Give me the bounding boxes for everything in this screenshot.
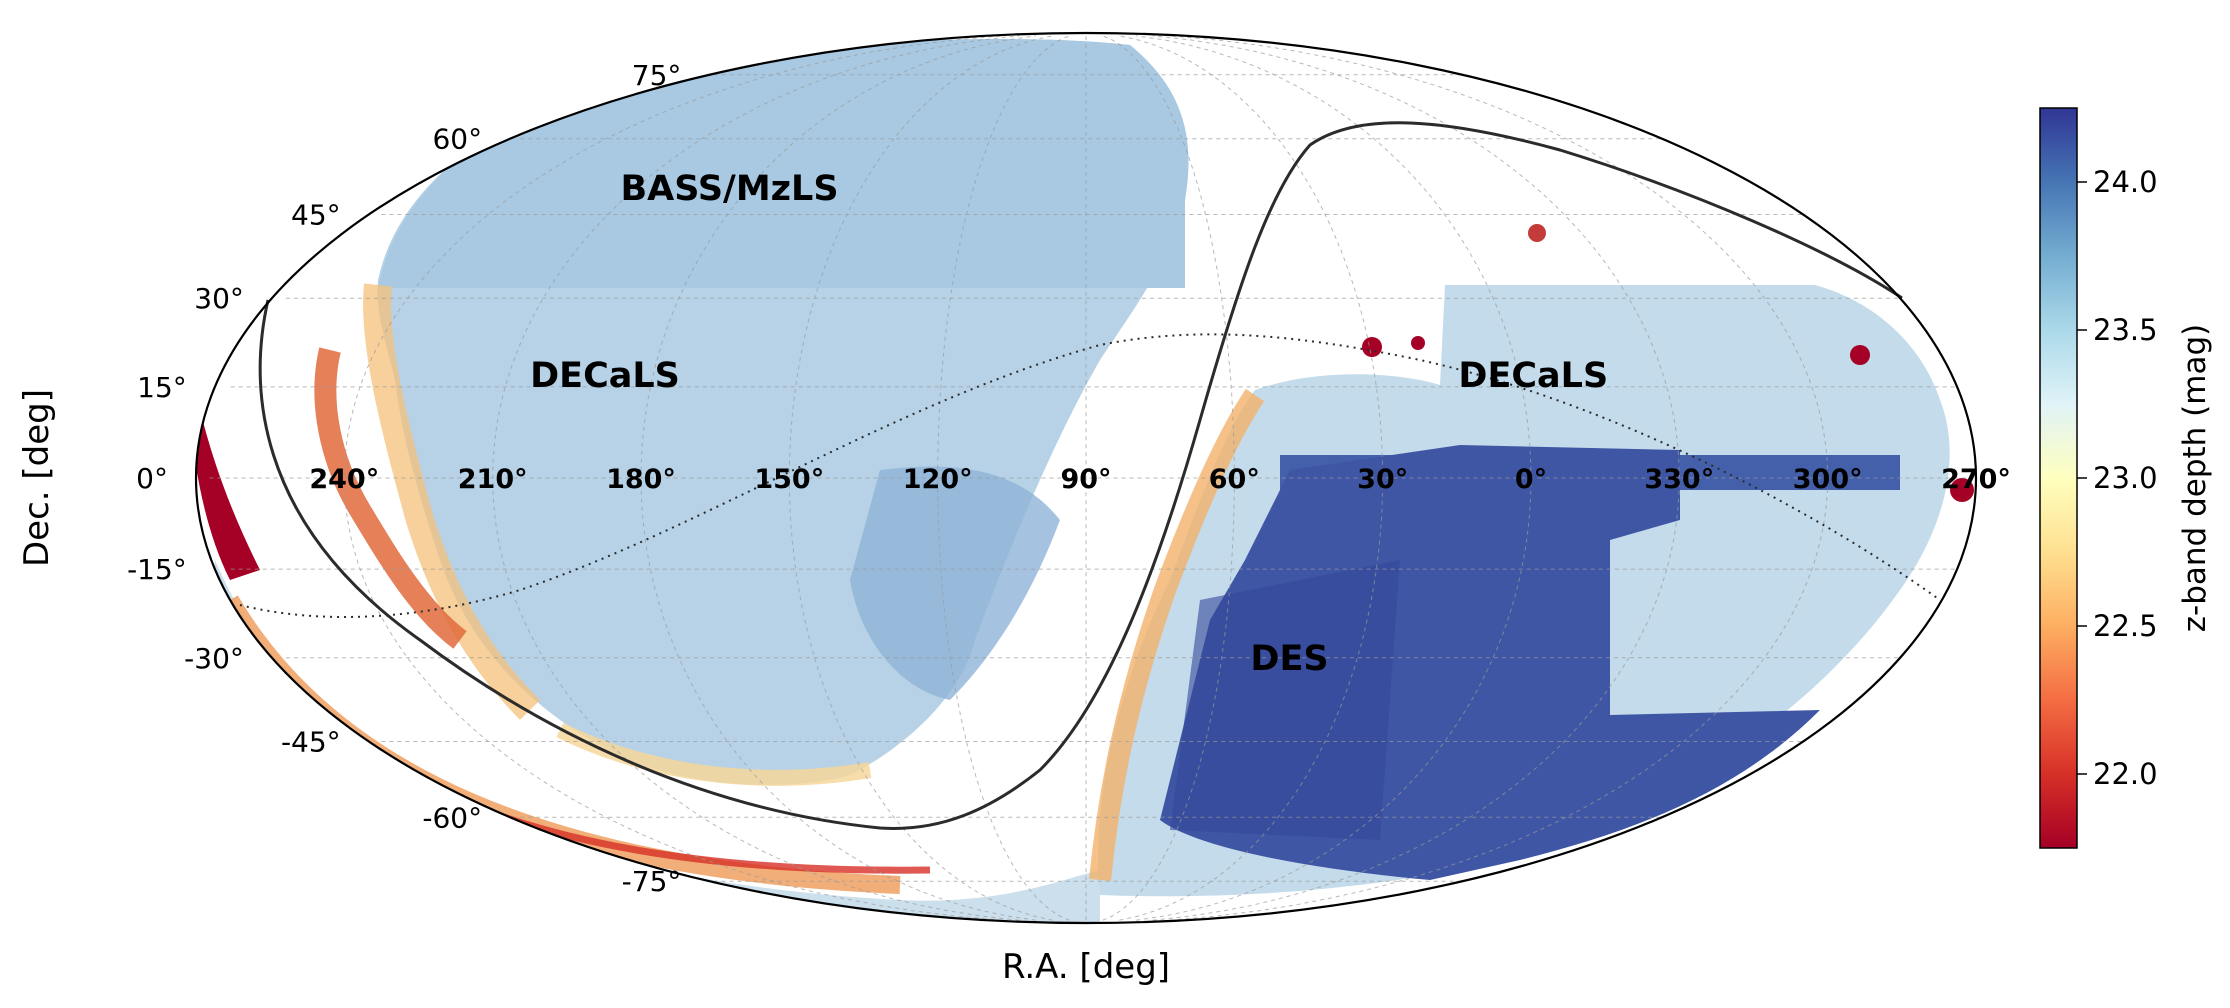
dec-tick-label: -45° <box>281 726 341 759</box>
region-label: DECaLS <box>530 356 680 396</box>
meridian-line <box>640 35 1036 921</box>
patch-red-1 <box>1528 224 1546 242</box>
dec-tick-label: 45° <box>291 199 341 232</box>
dec-tick-label: 0° <box>136 462 168 495</box>
patch-red-5 <box>1950 478 1974 502</box>
x-axis-label: R.A. [deg] <box>1002 947 1170 987</box>
meridian-line <box>1136 35 1532 921</box>
bass-mzls-band <box>378 39 1189 288</box>
ngc-red-edge <box>314 347 467 649</box>
meridian-line <box>788 35 1053 921</box>
ra-tick-label: 180° <box>606 464 676 495</box>
colorbar-tick-label: 22.0 <box>2093 757 2158 791</box>
ra-tick-label: 330° <box>1644 464 1714 495</box>
dec-tick-label: -75° <box>622 865 682 898</box>
meridian-line <box>343 35 1003 921</box>
ra-tick-label: 240° <box>309 464 379 495</box>
region-label: DECaLS <box>1458 356 1608 396</box>
colorbar-tick-label: 23.5 <box>2093 313 2158 347</box>
meridian-line <box>1119 35 1384 921</box>
dec-tick-labels: 75° 60° 45° 30° 15° 0° -15° -30° -45° -60° -75° <box>127 59 681 898</box>
y-axis-label: Dec. [deg] <box>17 389 57 567</box>
ra-tick-label: 60° <box>1209 464 1260 495</box>
galactic-plane-strip <box>196 410 260 580</box>
dec-tick-label: 60° <box>432 123 482 156</box>
sgc-shallow-edge <box>1089 388 1265 882</box>
dec-tick-label: -30° <box>184 642 244 675</box>
region-label: BASS/MzLS <box>620 169 838 209</box>
galactic-boundary-curve <box>258 121 1903 830</box>
patch-red-2 <box>1362 337 1382 357</box>
region-labels: BASS/MzLS DECaLS DECaLS DES <box>530 169 1608 679</box>
ra-tick-label: 210° <box>458 464 528 495</box>
dec-tick-label: -60° <box>422 801 482 834</box>
meridian-line <box>492 35 1020 921</box>
ra-tick-label: 30° <box>1357 464 1408 495</box>
boundary-curves <box>239 121 1941 830</box>
patch-red-3 <box>1411 336 1425 350</box>
meridian-line <box>937 35 1070 921</box>
dec-tick-label: -15° <box>127 553 187 586</box>
sky-boundary <box>194 31 1978 925</box>
ra-tick-label: 270° <box>1941 464 2011 495</box>
colorbar-ticks: 22.0 22.5 23.0 23.5 24.0 <box>2077 165 2158 791</box>
des-inner-shade <box>1170 560 1400 840</box>
meridian-line <box>1152 35 1680 921</box>
ra-tick-label: 150° <box>754 464 824 495</box>
ra-tick-label: 0° <box>1515 464 1547 495</box>
meridian-line <box>1102 35 1235 921</box>
colorbar: 22.0 22.5 23.0 23.5 24.0 z-band depth (mag) <box>2039 107 2213 849</box>
patch-red-4 <box>1850 345 1870 365</box>
ra-tick-label: 120° <box>903 464 973 495</box>
ra-tick-label: 300° <box>1793 464 1863 495</box>
meridian-line <box>1169 35 1829 921</box>
graticule <box>208 35 1977 921</box>
dec-tick-label: 30° <box>194 282 244 315</box>
region-label: DES <box>1250 639 1328 679</box>
colorbar-tick-label: 23.0 <box>2093 461 2158 495</box>
dec-tick-label: 75° <box>632 59 682 92</box>
ngc-deep-patch <box>850 466 1060 700</box>
ra-tick-labels: 300° 270° 240° 210° 180° 150° 120° 90° 60° 30° 0° 3… <box>309 464 2011 495</box>
colorbar-gradient <box>2039 107 2078 849</box>
colorbar-label: z-band depth (mag) <box>2177 324 2213 632</box>
colorbar-tick-label: 24.0 <box>2093 165 2158 199</box>
ra-tick-label: 90° <box>1060 464 1111 495</box>
colorbar-tick-label: 22.5 <box>2093 609 2158 643</box>
dec-tick-label: 15° <box>137 371 187 404</box>
